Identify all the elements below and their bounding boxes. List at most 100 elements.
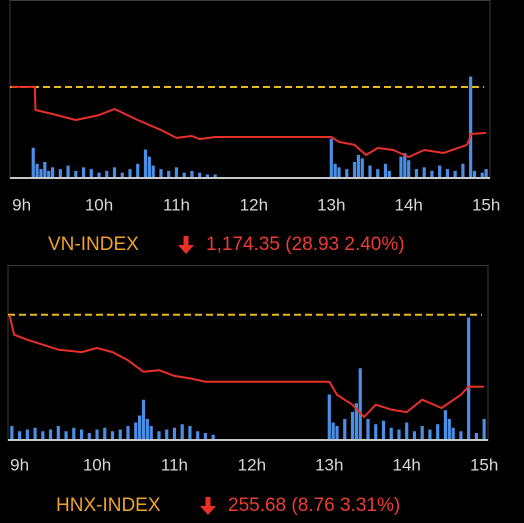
- volume-bar: [383, 163, 388, 178]
- volume-bar: [157, 431, 161, 440]
- volume-bar: [97, 172, 101, 178]
- down-arrow: [178, 236, 194, 254]
- volume-bar: [376, 169, 380, 178]
- volume-bar: [147, 156, 151, 178]
- volume-bar: [366, 419, 370, 440]
- volume-bar: [87, 433, 91, 440]
- volume-bar: [143, 149, 148, 178]
- volume-bar: [81, 167, 86, 178]
- volume-bar: [211, 434, 215, 440]
- volume-bar: [428, 429, 432, 440]
- volume-bar: [436, 424, 440, 440]
- x-tick-label: 15h: [470, 455, 498, 474]
- x-tick-label: 12h: [238, 455, 266, 474]
- index-title: HNX-INDEX: [56, 495, 161, 516]
- x-tick-label: 9h: [10, 455, 29, 474]
- volume-bar: [482, 419, 486, 440]
- volume-bar: [451, 427, 455, 440]
- volume-bar: [337, 167, 341, 178]
- volume-bar: [190, 170, 194, 178]
- volume-bar: [145, 419, 149, 440]
- x-tick-label: 14h: [393, 455, 421, 474]
- price-line: [11, 85, 487, 158]
- volume-bar: [188, 426, 192, 440]
- volume-bar: [474, 433, 478, 440]
- volume-bar: [213, 174, 217, 178]
- volume-bar: [356, 154, 360, 178]
- volume-bar: [174, 167, 179, 178]
- volume-bar: [56, 426, 60, 440]
- volume-bar: [149, 426, 153, 440]
- volume-bar: [405, 422, 409, 440]
- volume-bar: [331, 422, 335, 440]
- volume-bar: [203, 433, 208, 440]
- volume-bar: [74, 170, 78, 178]
- volume-bar: [58, 169, 62, 178]
- volume-bar: [196, 431, 200, 440]
- volume-bar: [430, 170, 434, 178]
- volume-bar: [25, 429, 29, 440]
- volume-bar: [151, 165, 155, 178]
- volume-bar: [165, 429, 169, 440]
- volume-bar: [126, 426, 130, 440]
- volume-bar: [329, 138, 333, 178]
- volume-bar: [414, 169, 419, 178]
- volume-bar: [47, 170, 51, 178]
- volume-bar: [95, 429, 99, 440]
- volume-bar: [397, 429, 401, 440]
- volume-bar: [43, 161, 47, 178]
- volume-bar: [403, 153, 407, 178]
- x-tick-label: 15h: [472, 195, 500, 214]
- x-tick-label: 9h: [12, 195, 31, 214]
- x-tick-label: 11h: [163, 195, 190, 214]
- volume-bar: [343, 419, 347, 440]
- volume-bar: [141, 399, 146, 440]
- volume-bar: [79, 429, 84, 440]
- volume-bar: [345, 169, 349, 178]
- volume-bar: [110, 431, 115, 440]
- volume-bar: [35, 163, 39, 178]
- volume-bar: [72, 427, 76, 440]
- x-tick-label: 13h: [315, 455, 343, 474]
- volume-bar: [412, 431, 417, 440]
- volume-bar: [350, 412, 355, 440]
- volume-bar: [420, 426, 424, 440]
- volume-bar: [381, 420, 386, 440]
- volume-bar: [459, 431, 463, 440]
- volume-bar: [360, 158, 364, 178]
- volume-bar: [103, 427, 107, 440]
- volume-bar: [205, 174, 210, 178]
- x-tick-label: 12h: [240, 195, 268, 214]
- volume-bar: [484, 169, 488, 178]
- volume-bar: [18, 431, 22, 440]
- index-change: 1,174.35 (28.93 2.40%): [206, 234, 405, 255]
- volume-bar: [39, 169, 43, 178]
- x-tick-label: 13h: [317, 195, 345, 214]
- volume-bar: [472, 170, 477, 178]
- volume-bar: [89, 169, 93, 178]
- volume-bar: [469, 76, 473, 178]
- volume-bar: [138, 415, 142, 440]
- x-tick-label: 10h: [83, 455, 111, 474]
- price-line: [8, 314, 485, 418]
- volume-bar: [66, 165, 70, 178]
- volume-bar: [358, 368, 362, 440]
- volume-bar: [159, 169, 163, 178]
- x-tick-label: 11h: [161, 455, 188, 474]
- volume-bar: [422, 167, 426, 178]
- volume-bar: [389, 427, 393, 440]
- volume-bar: [368, 165, 372, 178]
- volume-bar: [333, 163, 337, 178]
- volume-bar: [445, 169, 450, 178]
- volume-bar: [198, 172, 202, 178]
- volume-bar: [31, 147, 35, 178]
- volume-bar: [50, 167, 55, 178]
- volume-bar: [64, 431, 68, 440]
- volume-bar: [453, 170, 457, 178]
- volume-bar: [128, 169, 132, 178]
- volume-bar: [48, 429, 53, 440]
- volume-bar: [10, 426, 14, 440]
- volume-bar: [118, 429, 122, 440]
- volume-bar: [374, 424, 378, 440]
